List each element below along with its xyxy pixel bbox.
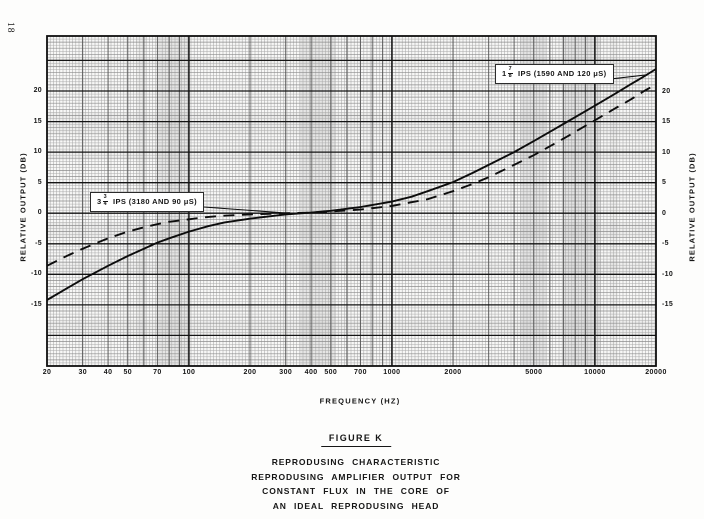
y-tick-label-left: -5 (35, 239, 42, 247)
x-tick-label: 100 (182, 369, 196, 376)
y-tick-label-left: 0 (37, 209, 42, 217)
x-tick-label: 50 (123, 369, 133, 376)
series-label-text: IPS (1590 AND 120 μS) (517, 68, 607, 78)
caption-line: REPRODUSING AMPLIFIER OUTPUT FOR (251, 471, 461, 482)
y-tick-label-left: 20 (33, 87, 42, 94)
series-line-solid (46, 68, 657, 301)
y-tick-label-right: -15 (662, 301, 674, 309)
series-label-1-7-8-ips: 1 7 8 IPS (1590 AND 120 μS) (495, 64, 614, 84)
x-tick-label: 1000 (383, 369, 401, 376)
y-tick-label-right: 15 (662, 118, 671, 126)
x-axis-label: FREQUENCY (HZ) (319, 396, 401, 406)
series-label-text: IPS (3180 AND 90 μS) (112, 196, 197, 206)
y-tick-label-right: -5 (662, 240, 669, 248)
y-tick-label-left: 10 (33, 148, 42, 156)
y-tick-label-left: -15 (30, 300, 42, 308)
figure-title: FIGURE K (320, 433, 392, 447)
series-line-dashed (46, 83, 657, 267)
y-tick-label-left: 15 (33, 117, 42, 125)
x-tick-label: 300 (279, 369, 293, 376)
y-tick-label-left: 5 (37, 178, 42, 186)
y-tick-label-right: 20 (662, 87, 671, 95)
x-tick-label: 20 (42, 369, 52, 376)
y-axis-label-right: RELATIVE OUTPUT (DB) (687, 152, 697, 262)
x-tick-label: 40 (103, 369, 113, 376)
y-tick-label-right: 0 (662, 209, 667, 217)
x-tick-label: 10000 (584, 369, 606, 376)
figure-caption-block: FIGURE K REPRODUSING CHARACTERISTIC REPR… (251, 428, 461, 513)
frequency-response-chart: RELATIVE OUTPUT (DB) RELATIVE OUTPUT (DB… (19, 35, 697, 406)
annotation-leader-line (611, 74, 646, 80)
x-tick-label: 2000 (444, 369, 462, 376)
x-tick-label: 30 (78, 369, 88, 376)
x-tick-label: 500 (324, 369, 338, 376)
x-tick-label: 5000 (525, 369, 543, 376)
x-tick-label: 700 (353, 369, 367, 376)
x-tick-label: 200 (243, 369, 257, 376)
y-tick-label-right: 10 (662, 148, 671, 156)
series-label-3-3-4-ips: 3 3 4 IPS (3180 AND 90 μS) (90, 192, 204, 212)
x-tick-label: 70 (153, 369, 162, 376)
annotation-leader-line (201, 206, 287, 214)
caption-line: CONSTANT FLUX IN THE CORE OF (262, 486, 450, 496)
caption-line: REPRODUSING CHARACTERISTIC (271, 457, 441, 467)
fraction-whole: 3 (97, 196, 102, 206)
y-tick-label-right: 5 (662, 179, 667, 187)
x-tick-label: 20000 (645, 369, 667, 376)
fraction-whole: 1 (502, 68, 507, 78)
y-tick-label-left: -10 (30, 270, 42, 278)
x-tick-label: 400 (304, 369, 318, 376)
y-tick-label-right: -10 (662, 270, 674, 278)
chart-grid-and-curves (46, 35, 657, 367)
caption-line: AN IDEAL REPRODUSING HEAD (272, 500, 440, 511)
